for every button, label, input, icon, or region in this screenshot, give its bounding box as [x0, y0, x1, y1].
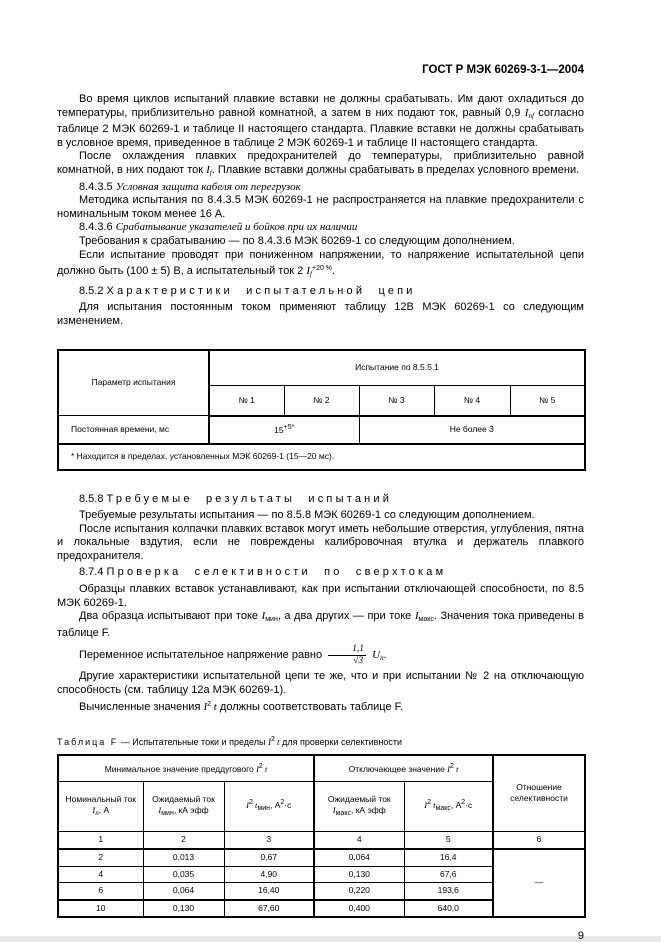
table-cell-num: 5: [403, 830, 495, 851]
table-cell-num: 6: [492, 830, 586, 851]
table-cell: 10: [57, 898, 144, 918]
heading-8-5-8: 8.5.8 Требуемые результаты испытаний: [79, 492, 393, 505]
paragraph-requirements: Требования к срабатыванию — по 8.4.3.6 М…: [79, 234, 515, 247]
table-cell-row-label: Постоянная времени, мс: [57, 415, 210, 445]
table-cell-header-rated-current: Номинальный ток In, А: [57, 780, 144, 832]
paragraph-required-results: Требуемые результаты испытания — по 8.5.…: [79, 509, 535, 522]
table-f-caption: Таблица F — Испытательные токи и пределы…: [57, 736, 403, 748]
heading-8-5-2: 8.5.2 Характеристики испытательной цепи: [79, 284, 416, 297]
table-cell: 16,4: [403, 848, 495, 867]
table-cell: 0,67: [223, 848, 316, 867]
paragraph-test-cycles: Во время циклов испытаний плавкие вставк…: [57, 93, 585, 149]
table-cell: 0,130: [142, 898, 225, 918]
table-cell-num: 2: [142, 830, 225, 851]
table-cell-col3: № 3: [358, 385, 435, 417]
table-cell: 0,400: [313, 898, 405, 918]
table-cell: 67,6: [403, 865, 495, 884]
heading-8-4-3-5: 8.4.3.5 Условная защита кабеля от перегр…: [79, 180, 301, 193]
table-cell-group-breaking: Отключающее значение I2 t: [313, 754, 495, 782]
paragraph-calculated-values: Вычисленные значения I2 t должны соответ…: [79, 700, 404, 713]
table-cell-header-i2t-min: I2 tмин, А2·с: [223, 780, 316, 832]
table-cell-group-min: Минимальное значение преддугового I2 t: [57, 754, 316, 782]
table-cell: 0,064: [142, 882, 225, 901]
table-cell-header-expected-max: Ожидаемый ток Iмакс, кА эфф: [313, 780, 405, 832]
table-row: 2 0,013 0,67 0,064 16,4 —: [57, 848, 586, 918]
table-cell: 2: [57, 848, 144, 867]
table-cell-parameter-header: Параметр испытания: [57, 349, 210, 416]
paragraph-low-voltage: Если испытание проводят при пониженном н…: [57, 248, 584, 279]
test-circuit-table: Параметр испытания Испытание по 8.5.5.1 …: [57, 348, 587, 471]
table-cell-value-3-5: Не более 3: [358, 415, 586, 445]
table-row: 4 0,035 4,90 0,130 67,6: [57, 865, 585, 884]
table-cell-col1: № 1: [208, 385, 285, 417]
table-cell: 67,60: [223, 898, 316, 918]
heading-8-4-3-6: 8.4.3.6 Срабатывание указателей и бойков…: [79, 221, 358, 234]
table-cell-num: 1: [57, 830, 144, 851]
table-cell: 4,90: [223, 865, 316, 884]
table-cell-num: 4: [313, 830, 405, 851]
paragraph-samples-install: Образцы плавких вставок устанавливают, к…: [57, 583, 584, 609]
table-cell-num: 3: [223, 830, 316, 851]
table-cell: 640,0: [403, 898, 495, 918]
paragraph-method-8-4-3-5: Методика испытания по 8.4.3.5 МЭК 60269-…: [57, 194, 584, 220]
paragraph-after-cooling: После охлаждения плавких предохранителей…: [57, 150, 584, 177]
table-cell: 0,220: [313, 882, 405, 901]
table-cell-col4: № 4: [433, 385, 511, 417]
table-cell: 193,6: [403, 882, 495, 901]
table-cell-header-i2t-max: I2 tмакс, А2·с: [403, 780, 495, 832]
table-cell-col2: № 2: [283, 385, 360, 417]
table-footnote: * Находится в пределах, установленных МЭ…: [57, 443, 586, 470]
table-cell: 0,035: [142, 865, 225, 884]
table-cell: 0,130: [313, 865, 405, 884]
paragraph-two-samples: Два образца испытывают при токе Iмин, а …: [57, 610, 585, 639]
paragraph-test-voltage-formula: Переменное испытательное напряжение равн…: [79, 644, 387, 666]
table-cell: 0,013: [142, 848, 225, 867]
doc-number: ГОСТ Р МЭК 60269-3-1—2004: [422, 64, 584, 76]
table-cell: 0,064: [313, 848, 405, 867]
table-row: 10 0,130 67,60 0,400 640,0: [57, 898, 585, 918]
table-cell-ratio-value: —: [492, 848, 586, 918]
table-f: Минимальное значение преддугового I2 t О…: [57, 754, 587, 918]
table-cell: 4: [57, 865, 144, 884]
table-cell: 6: [57, 882, 144, 901]
paragraph-other-characteristics: Другие характеристики испытательной цепи…: [57, 670, 584, 696]
table-cell-header-expected-min: Ожидаемый ток Iмин, кА эфф: [142, 780, 225, 832]
table-cell-col5: № 5: [509, 385, 586, 417]
table-cell: 16,40: [223, 882, 316, 901]
table-cell-value-1-2: 15+5*: [208, 415, 360, 445]
table-cell-ratio-header: Отношение селективности: [492, 754, 586, 832]
heading-8-7-4: 8.7.4 Проверка селективности по сверхток…: [79, 566, 447, 579]
paragraph-caps-condition: После испытания колпачки плавких вставок…: [57, 522, 584, 562]
table-cell-group-header: Испытание по 8.5.5.1: [208, 349, 586, 386]
table-row: 6 0,064 16,40 0,220 193,6: [57, 882, 585, 901]
paragraph-dc-test: Для испытания постоянным током применяют…: [57, 301, 584, 327]
